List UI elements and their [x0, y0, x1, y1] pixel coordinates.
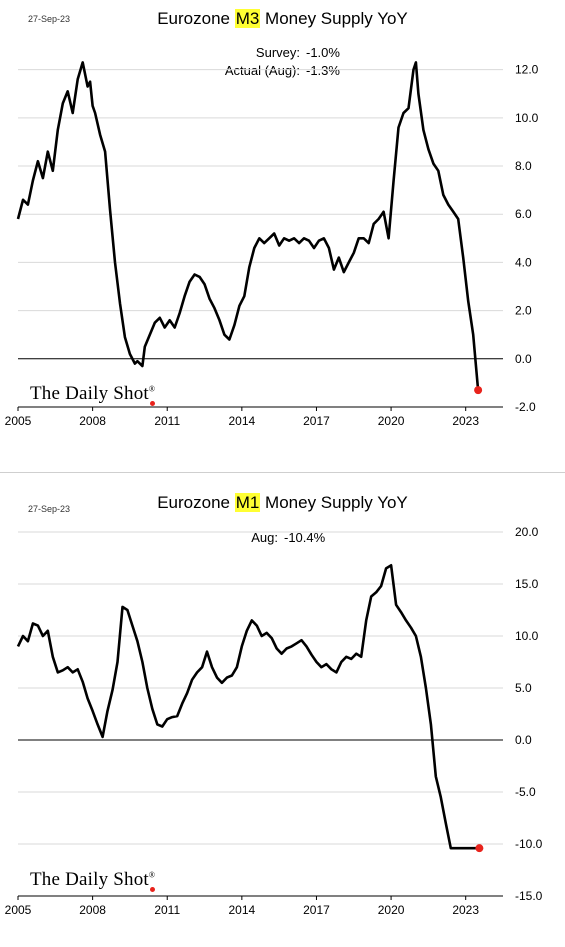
x-tick-label: 2011: [154, 903, 180, 917]
x-tick-label: 2023: [452, 414, 479, 428]
chart-date: 27-Sep-23: [28, 14, 71, 24]
y-tick-label: 20.0: [515, 525, 539, 539]
title-highlight: M1: [234, 493, 261, 512]
y-tick-label: 10.0: [515, 629, 539, 643]
y-tick-label: 2.0: [515, 304, 532, 318]
x-tick-label: 2020: [378, 903, 405, 917]
series-line: [16, 61, 480, 391]
annotation-aug: Aug: -10.4%: [214, 530, 325, 545]
y-tick-label: -5.0: [515, 785, 536, 799]
x-tick-label: 2017: [303, 903, 330, 917]
logo-reg: ®: [148, 870, 156, 880]
annotation-value: -1.3%: [306, 63, 340, 78]
x-tick-label: 2017: [303, 414, 330, 428]
latest-point-marker: [474, 386, 483, 395]
y-tick-label: -15.0: [515, 889, 543, 903]
daily-shot-logo: The Daily Shot®: [30, 383, 155, 405]
annotation-value: -1.0%: [306, 45, 340, 60]
y-tick-label: 12.0: [515, 63, 539, 77]
y-tick-label: 6.0: [515, 207, 532, 221]
x-tick-label: 2020: [378, 414, 405, 428]
title-prefix: Eurozone: [157, 493, 235, 512]
m1-chart: -15.0 -10.0 -5.0 0.0 5.0 10.0 15.0 20.0 2005 2008…: [5, 525, 543, 917]
title-highlight: M3: [234, 9, 261, 28]
y-tick-label: 8.0: [515, 159, 532, 173]
logo-text: The Daily Shot: [30, 383, 149, 404]
chart-title: Eurozone M3 Money Supply YoY: [0, 9, 565, 29]
panel-divider: [0, 472, 565, 473]
x-tick-label: 2005: [5, 414, 32, 428]
y-tick-label: 0.0: [515, 352, 532, 366]
title-suffix: Money Supply YoY: [260, 9, 408, 28]
x-tick-label: 2005: [5, 903, 32, 917]
annotation-value: -10.4%: [284, 530, 326, 545]
logo-dot: [150, 887, 155, 892]
logo-reg: ®: [148, 384, 156, 394]
latest-point-marker: [475, 844, 484, 853]
x-tick-label: 2014: [228, 414, 255, 428]
x-tick-label: 2023: [452, 903, 479, 917]
annotation-survey: Survey: -1.0%: [214, 45, 340, 60]
y-tick-label: -2.0: [515, 400, 536, 414]
m1-chart-panel: 27-Sep-23 Eurozone M1 Money Supply YoY A…: [0, 477, 565, 947]
title-suffix: Money Supply YoY: [260, 493, 408, 512]
y-tick-label: 15.0: [515, 577, 539, 591]
m3-chart-panel: 27-Sep-23 Eurozone M3 Money Supply YoY S…: [0, 0, 565, 470]
y-tick-label: 10.0: [515, 111, 539, 125]
annotation-label: Actual (Aug):: [224, 63, 300, 78]
chart-title: Eurozone M1 Money Supply YoY: [0, 493, 565, 513]
y-tick-label: 0.0: [515, 733, 532, 747]
chart-date: 27-Sep-23: [28, 504, 71, 514]
series-line: [16, 564, 480, 850]
title-prefix: Eurozone: [157, 9, 235, 28]
y-tick-label: 4.0: [515, 255, 532, 269]
daily-shot-logo: The Daily Shot®: [30, 869, 155, 891]
logo-text: The Daily Shot: [30, 869, 149, 890]
m3-chart: -2.0 0.0 2.0 4.0 6.0 8.0 10.0 12.0 2005 2008 2011 2…: [5, 61, 539, 428]
x-tick-label: 2014: [228, 903, 255, 917]
annotation-label: Aug:: [251, 530, 278, 545]
y-tick-label: 5.0: [515, 681, 532, 695]
annotation-actual: Actual (Aug): -1.3%: [214, 63, 340, 78]
annotation-label: Survey:: [255, 45, 300, 60]
x-tick-label: 2008: [79, 903, 106, 917]
x-tick-label: 2011: [154, 414, 180, 428]
y-tick-label: -10.0: [515, 837, 543, 851]
x-tick-label: 2008: [79, 414, 106, 428]
logo-dot: [150, 401, 155, 406]
